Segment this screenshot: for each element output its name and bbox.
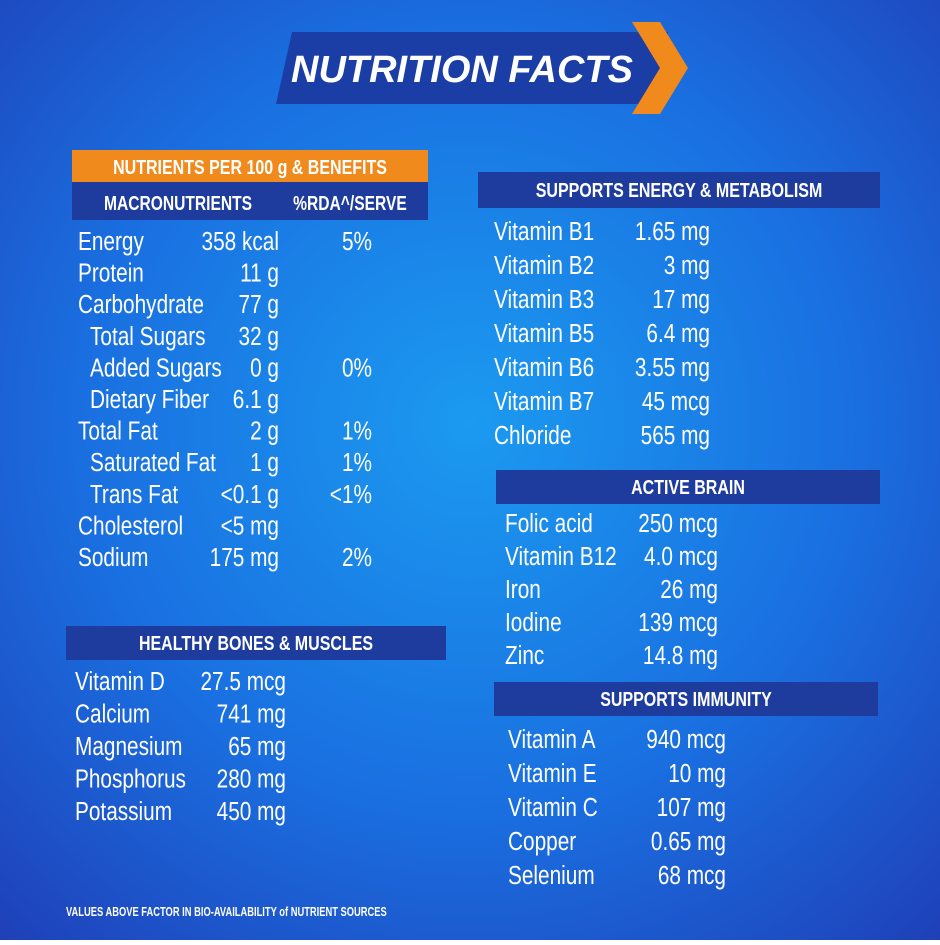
section-header	[66, 626, 446, 660]
title: NUTRITION FACTS	[291, 49, 633, 91]
nutrient-amount: 14.8 mg	[643, 641, 718, 670]
nutrient-name: Vitamin B5	[494, 319, 594, 348]
chevron	[632, 22, 688, 114]
nutrient-name: Vitamin E	[508, 759, 597, 788]
macro-banner-text: NUTRIENTS PER 100 g & BENEFITS	[113, 156, 387, 178]
nutrient-amount: 65 mg	[228, 732, 286, 761]
nutrient-name: Added Sugars	[90, 353, 222, 382]
nutrient-name: Dietary Fiber	[90, 385, 209, 414]
nutrient-name: Energy	[78, 227, 144, 256]
nutrient-amount: <5 mg	[221, 511, 279, 540]
nutrient-amount: 26 mg	[660, 575, 718, 604]
nutrient-amount: 10 mg	[668, 759, 726, 788]
macro-banner	[72, 150, 428, 182]
nutrient-rda: 5%	[342, 227, 372, 256]
nutrient-amount: 6.4 mg	[646, 319, 710, 348]
nutrient-name: Carbohydrate	[78, 290, 204, 319]
nutrient-name: Cholesterol	[78, 511, 183, 540]
nutrient-rda: <1%	[330, 480, 372, 509]
nutrient-name: Vitamin B2	[494, 251, 594, 280]
nutrient-amount: 3.55 mg	[635, 353, 710, 382]
nutrient-name: Protein	[78, 258, 144, 287]
nutrient-name: Total Sugars	[90, 322, 206, 351]
nutrient-name: Trans Fat	[90, 480, 179, 509]
nutrient-amount: 0.65 mg	[651, 827, 726, 856]
nutrient-name: Chloride	[494, 421, 571, 450]
nutrient-amount: 11 g	[240, 258, 279, 287]
section-title: HEALTHY BONES & MUSCLES	[139, 632, 373, 654]
section-title: ACTIVE BRAIN	[631, 476, 745, 498]
nutrient-amount: 280 mg	[217, 764, 286, 793]
nutrient-amount: 4.0 mcg	[644, 542, 718, 571]
nutrient-amount: 2 g	[250, 416, 279, 445]
nutrient-name: Saturated Fat	[90, 448, 216, 477]
section-title: SUPPORTS ENERGY & METABOLISM	[536, 179, 823, 201]
nutrient-amount: 1.65 mg	[635, 217, 710, 246]
nutrient-amount: 45 mcg	[642, 387, 710, 416]
nutrient-amount: 0 g	[250, 353, 279, 382]
section-header	[496, 470, 880, 504]
nutrient-amount: 1 g	[250, 448, 279, 477]
nutrient-name: Sodium	[78, 543, 148, 572]
nutrient-name: Phosphorus	[75, 764, 186, 793]
nutrient-amount: <0.1 g	[221, 480, 279, 509]
nutrient-amount: 107 mg	[657, 793, 726, 822]
nutrient-rda: 2%	[342, 543, 372, 572]
nutrient-amount: 358 kcal	[202, 227, 279, 256]
nutrient-amount: 250 mcg	[638, 509, 718, 538]
nutrient-name: Iron	[505, 575, 541, 604]
nutrient-amount: 68 mcg	[658, 861, 726, 890]
nutrient-amount: 6.1 g	[233, 385, 279, 414]
nutrient-name: Vitamin B12	[505, 542, 617, 571]
section-title: SUPPORTS IMMUNITY	[600, 688, 772, 710]
nutrient-name: Calcium	[75, 699, 150, 728]
nutrient-name: Copper	[508, 827, 576, 856]
nutrient-name: Zinc	[505, 641, 544, 670]
nutrient-name: Potassium	[75, 797, 172, 826]
column-header: MACRONUTRIENTS	[104, 192, 252, 214]
nutrient-name: Folic acid	[505, 509, 593, 538]
nutrient-name: Vitamin B3	[494, 285, 594, 314]
nutrient-amount: 741 mg	[217, 699, 286, 728]
nutrient-name: Magnesium	[75, 732, 182, 761]
nutrient-name: Vitamin A	[508, 725, 596, 754]
nutrient-name: Total Fat	[78, 416, 158, 445]
nutrient-amount: 940 mcg	[646, 725, 726, 754]
macro-header	[72, 182, 428, 220]
nutrient-amount: 175 mg	[210, 543, 279, 572]
nutrient-name: Vitamin B7	[494, 387, 594, 416]
section-header	[494, 682, 878, 716]
nutrient-name: Vitamin B6	[494, 353, 594, 382]
section-header	[478, 172, 880, 208]
nutrient-rda: 1%	[342, 416, 372, 445]
nutrient-name: Vitamin D	[75, 667, 165, 696]
nutrient-amount: 139 mcg	[638, 608, 718, 637]
nutrient-amount: 32 g	[239, 322, 279, 351]
title-banner	[276, 32, 668, 104]
footer: VALUES ABOVE FACTOR IN BIO-AVAILABILITY …	[66, 906, 387, 920]
nutrient-name: Selenium	[508, 861, 595, 890]
nutrient-name: Vitamin B1	[494, 217, 594, 246]
nutrient-name: Iodine	[505, 608, 562, 637]
nutrient-amount: 565 mg	[641, 421, 710, 450]
nutrient-amount: 3 mg	[664, 251, 710, 280]
column-header: %RDA^/SERVE	[293, 192, 407, 214]
nutrient-name: Vitamin C	[508, 793, 598, 822]
nutrient-rda: 0%	[342, 353, 372, 382]
nutrient-rda: 1%	[342, 448, 372, 477]
nutrient-amount: 450 mg	[217, 797, 286, 826]
nutrient-amount: 17 mg	[652, 285, 710, 314]
nutrient-amount: 27.5 mcg	[200, 667, 286, 696]
nutrient-amount: 77 g	[239, 290, 279, 319]
